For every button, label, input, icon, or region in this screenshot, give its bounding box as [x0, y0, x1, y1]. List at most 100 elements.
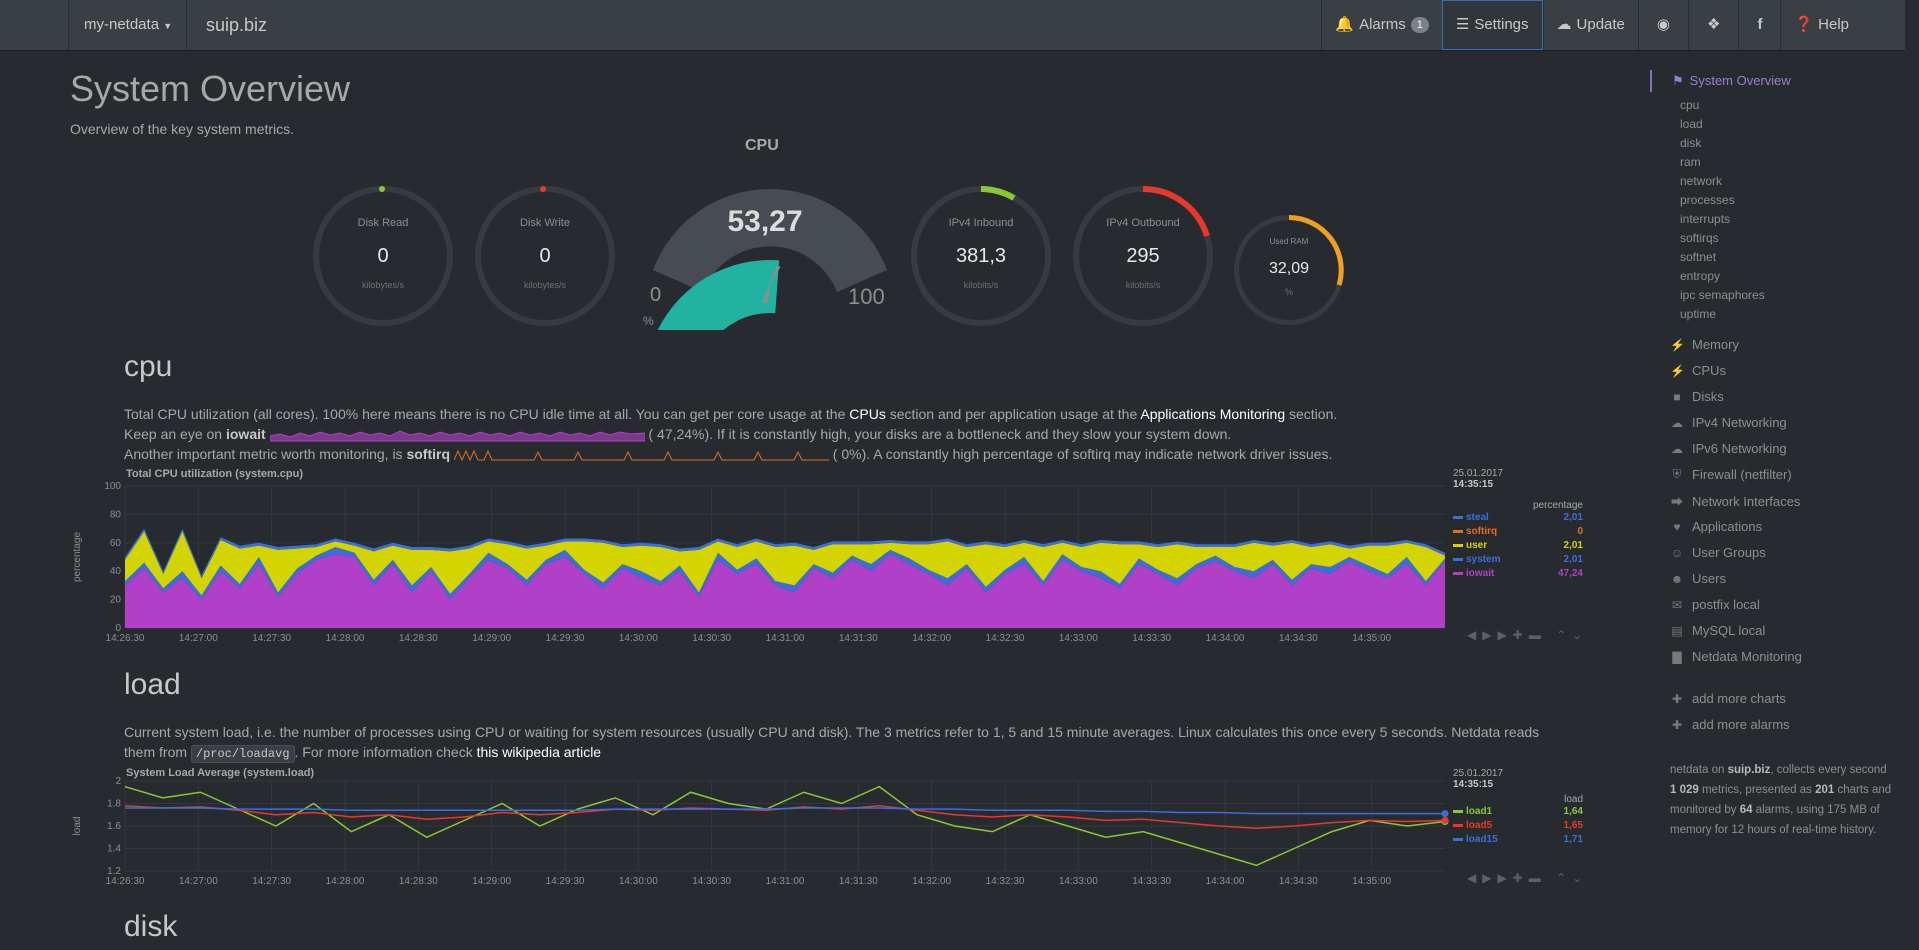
sidebar-item-applications[interactable]: ♥ Applications: [1670, 519, 1762, 534]
legend-item-iowait[interactable]: iowait 47,24: [1453, 567, 1583, 581]
heartbeat-icon: ♥: [1673, 519, 1681, 534]
series-end-point-load15: [1441, 810, 1449, 818]
bell-icon: 🔔: [1335, 16, 1355, 33]
sidebar-item-netdata-monitoring[interactable]: ▇ Netdata Monitoring: [1670, 649, 1801, 664]
legend-value: 1,71: [1563, 834, 1583, 845]
y-tick-label: 40: [110, 566, 122, 577]
gauge-label: IPv4 Outbound: [1106, 217, 1180, 229]
brand-label: my-netdata: [84, 16, 160, 33]
sidebar-subitem-cpu[interactable]: cpu: [1680, 98, 1700, 112]
github-button[interactable]: ◉: [1637, 0, 1688, 50]
legend-item-load1[interactable]: load1 1,64: [1453, 805, 1583, 819]
legend-item-system[interactable]: system 2,01: [1453, 553, 1583, 567]
text: metrics, presented as: [1698, 784, 1816, 796]
sidebar-item-user-groups[interactable]: ☺ User Groups: [1670, 545, 1766, 560]
legend-item-load5[interactable]: load5 1,65: [1453, 819, 1583, 833]
sidebar-item-mysql-local[interactable]: ▤ MySQL local: [1670, 623, 1765, 638]
alarms-button[interactable]: 🔔 Alarms 1: [1321, 0, 1441, 50]
legend-unit: load: [1564, 794, 1583, 805]
chart-controls[interactable]: ◀▶▶✚▬ ⌃⌄: [1467, 871, 1589, 885]
sidebar-item-label: CPUs: [1692, 363, 1726, 378]
settings-button[interactable]: ☰ Settings: [1441, 0, 1543, 50]
alarms-count-badge: 1: [1410, 17, 1429, 33]
facebook-button[interactable]: f: [1738, 0, 1780, 50]
gauge-label: Disk Read: [357, 217, 409, 229]
sidebar-subitem-entropy[interactable]: entropy: [1680, 269, 1721, 283]
sidebar-item-users[interactable]: ☻ Users: [1670, 571, 1726, 586]
sidebar-item-system-overview[interactable]: ⚑ System Overview: [1672, 73, 1791, 89]
legend-swatch: [1453, 529, 1463, 533]
legend-name: iowait: [1453, 567, 1494, 581]
sidebar-subitem-interrupts[interactable]: interrupts: [1680, 212, 1731, 226]
cpu-chart[interactable]: 100 80 60 40 20 014:26:30 14:27:00 14:27:30 14:2…: [60, 478, 1455, 648]
chart-controls[interactable]: ◀▶▶✚▬ ⌃⌄: [1467, 628, 1589, 642]
sidebar-item-ipv6-networking[interactable]: ☁ IPv6 Networking: [1670, 441, 1787, 456]
sidebar-item-network-interfaces[interactable]: ⮕ Network Interfaces: [1670, 493, 1800, 510]
y-axis-label: percentage: [72, 532, 83, 582]
add-more-charts-link[interactable]: ✚ add more charts: [1670, 691, 1786, 706]
load-chart[interactable]: 2 1.8 1.6 1.4 1.214:26:30 14:27:00 14:27:30 14:…: [60, 776, 1455, 888]
sidebar-subitem-ipc-semaphores[interactable]: ipc semaphores: [1680, 288, 1765, 302]
sidebar-item-firewall-netfilter-[interactable]: ⛨ Firewall (netfilter): [1670, 467, 1791, 482]
sidebar-subitem-processes[interactable]: processes: [1680, 193, 1735, 207]
cpu-gauge-min: 0: [650, 284, 662, 306]
host-name[interactable]: suip.biz: [206, 15, 268, 35]
sidebar-subitem-softnet[interactable]: softnet: [1680, 250, 1717, 264]
legend-item-user[interactable]: user 2,01: [1453, 539, 1583, 553]
brand-dropdown[interactable]: my-netdata ▼: [84, 0, 172, 50]
add-more-alarms-link[interactable]: ✚ add more alarms: [1670, 717, 1790, 732]
sidebar-subitem-softirqs[interactable]: softirqs: [1680, 231, 1719, 245]
wikipedia-link[interactable]: this wikipedia article: [476, 744, 602, 760]
x-tick-label: 14:32:00: [912, 633, 951, 644]
nav-divider: [68, 0, 69, 50]
sidebar-item-cpus[interactable]: ⚡ CPUs: [1670, 363, 1726, 378]
sidebar-item-disks[interactable]: ■ Disks: [1670, 389, 1723, 404]
cpu-gauge-max: 100: [848, 284, 885, 309]
gauge-label: Used RAM: [1269, 237, 1309, 246]
series-area-user: [125, 531, 1445, 596]
legend-value: 47,24: [1557, 568, 1583, 579]
sidebar-subitem-disk[interactable]: disk: [1680, 136, 1702, 150]
add-more-alarms-label: add more alarms: [1692, 717, 1790, 732]
legend-name: load5: [1453, 819, 1492, 833]
update-button[interactable]: ☁ Update: [1542, 0, 1638, 50]
sidebar-subitem-network[interactable]: network: [1680, 174, 1723, 188]
x-tick-label: 14:28:30: [399, 633, 438, 644]
x-tick-label: 14:34:30: [1279, 876, 1318, 887]
series-area-iowait: [125, 554, 1445, 628]
x-tick-label: 14:28:00: [326, 633, 365, 644]
help-button[interactable]: ❓ Help: [1780, 0, 1905, 50]
sidebar-item-memory[interactable]: ⚡ Memory: [1670, 337, 1739, 352]
gauge-value: 381,3: [955, 245, 1007, 267]
twitter-button[interactable]: ❖: [1688, 0, 1738, 50]
sidebar-item-postfix-local[interactable]: ✉ postfix local: [1670, 597, 1760, 612]
y-tick-label: 60: [110, 538, 122, 549]
sidebar-item-ipv4-networking[interactable]: ☁ IPv4 Networking: [1670, 415, 1787, 430]
applications-monitoring-link[interactable]: Applications Monitoring: [1140, 406, 1286, 422]
sidebar-item-label: Memory: [1692, 337, 1739, 352]
disk-section-title: disk: [124, 910, 178, 943]
series-end-point-load5: [1441, 816, 1449, 824]
alarms-label: Alarms: [1359, 16, 1406, 33]
load-chart-legend: 25.01.2017 14:35:15 load load1 1,64 load5 1…: [1453, 768, 1583, 847]
iowait-value: 47,24%: [657, 426, 705, 442]
x-tick-label: 14:30:30: [692, 876, 731, 887]
bookmark-icon: ⚑: [1672, 73, 1684, 88]
cpu-section-title: cpu: [124, 350, 173, 383]
softirq-label: softirq: [406, 446, 451, 462]
sidebar-subitem-ram[interactable]: ram: [1680, 155, 1701, 169]
legend-item-steal[interactable]: steal 2,01: [1453, 511, 1583, 525]
x-tick-label: 14:32:00: [912, 876, 951, 887]
share-icon: ⮕: [1670, 495, 1683, 509]
loadavg-code: /proc/loadavg: [190, 745, 295, 763]
legend-item-softirq[interactable]: softirq 0: [1453, 525, 1583, 539]
gauge-unit: kilobits/s: [1125, 280, 1161, 290]
sidebar-subitem-load[interactable]: load: [1680, 117, 1703, 131]
load-section-title: load: [124, 668, 181, 701]
text: Another important metric worth monitorin…: [124, 446, 407, 462]
cpus-link[interactable]: CPUs: [849, 406, 886, 422]
load-desc-line2: them from /proc/loadavg. For more inform…: [124, 742, 1604, 764]
legend-item-load15[interactable]: load15 1,71: [1453, 833, 1583, 847]
sidebar-subitem-uptime[interactable]: uptime: [1680, 307, 1717, 321]
page-title: System Overview: [70, 68, 351, 109]
